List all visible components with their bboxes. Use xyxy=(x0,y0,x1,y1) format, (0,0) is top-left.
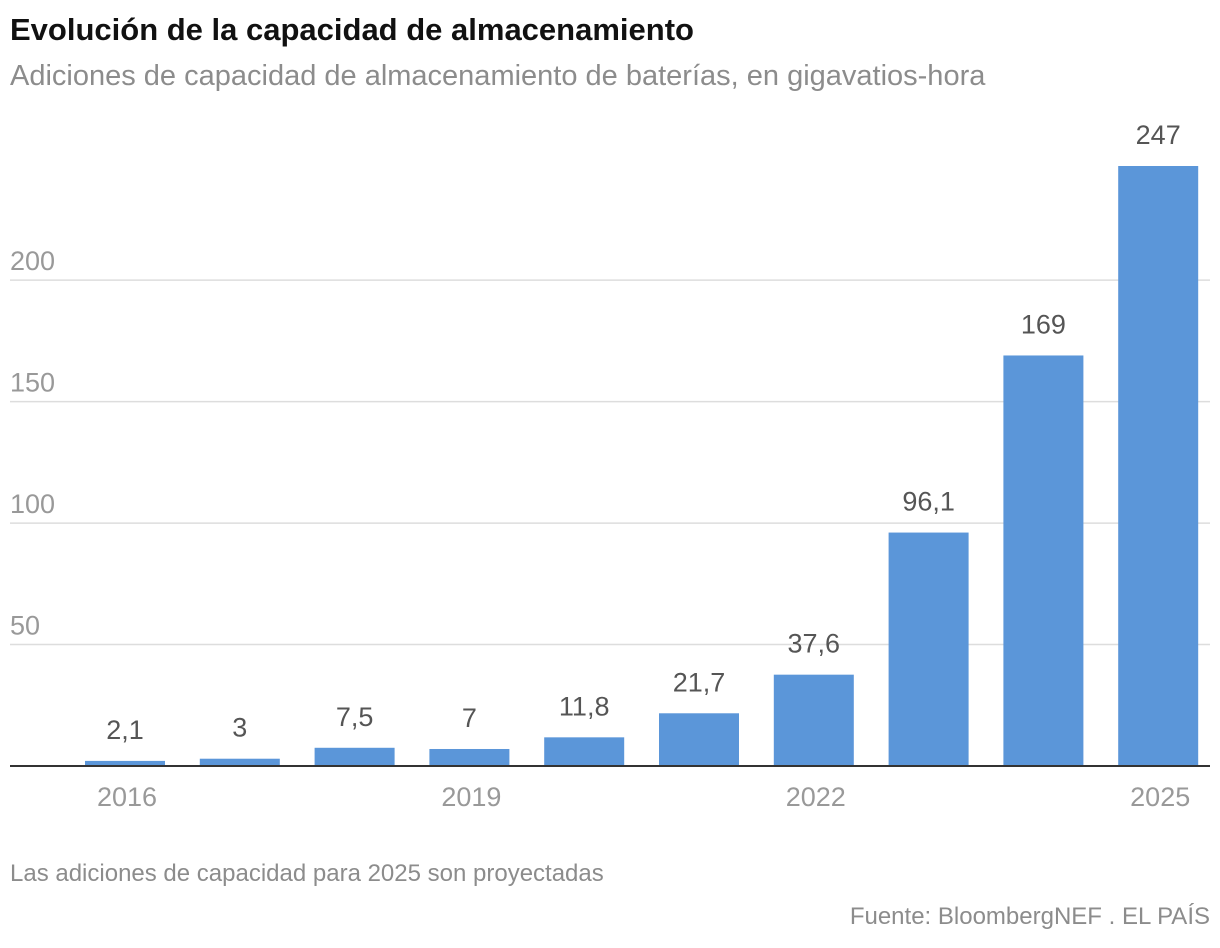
y-tick-label-200: 200 xyxy=(10,246,55,276)
bar-2017 xyxy=(199,758,280,766)
value-label-2023: 96,1 xyxy=(902,487,955,517)
x-axis-tick-labels: 2016 2019 2022 2025 xyxy=(97,782,1190,812)
chart-subtitle: Adiciones de capacidad de almacenamiento… xyxy=(10,60,986,92)
value-label-2025: 247 xyxy=(1136,120,1181,150)
x-tick-label-2022: 2022 xyxy=(786,782,846,812)
value-label-2020: 11,8 xyxy=(559,691,610,721)
y-tick-label-100: 100 xyxy=(10,489,55,519)
y-tick-label-150: 150 xyxy=(10,368,55,398)
bar-2022 xyxy=(773,674,854,766)
bar-2019 xyxy=(429,748,510,766)
value-label-2024: 169 xyxy=(1021,309,1066,339)
bar-2025 xyxy=(1118,166,1199,766)
bar-2018 xyxy=(314,747,395,766)
bar-2023 xyxy=(888,532,969,766)
value-label-2018: 7,5 xyxy=(336,702,374,732)
value-label-2019: 7 xyxy=(462,703,477,733)
value-label-2017: 3 xyxy=(232,713,247,743)
x-tick-label-2016: 2016 xyxy=(97,782,157,812)
value-labels: 2,1 3 7,5 7 11,8 21,7 37,6 96,1 169 247 xyxy=(106,120,1181,745)
x-tick-label-2025: 2025 xyxy=(1130,782,1190,812)
bars xyxy=(85,166,1199,766)
y-tick-label-50: 50 xyxy=(10,611,40,641)
bar-2024 xyxy=(1003,355,1084,766)
bar-2016 xyxy=(85,760,165,766)
value-label-2016: 2,1 xyxy=(106,715,144,745)
value-label-2021: 21,7 xyxy=(673,667,726,697)
chart-source: Fuente: BloombergNEF . EL PAÍS xyxy=(849,903,1210,930)
chart-title: Evolución de la capacidad de almacenamie… xyxy=(10,12,694,47)
bar-2020 xyxy=(544,737,625,766)
chart-note: Las adiciones de capacidad para 2025 son… xyxy=(10,860,604,887)
bar-2021 xyxy=(659,713,739,766)
value-label-2022: 37,6 xyxy=(788,629,841,659)
x-tick-label-2019: 2019 xyxy=(441,782,501,812)
